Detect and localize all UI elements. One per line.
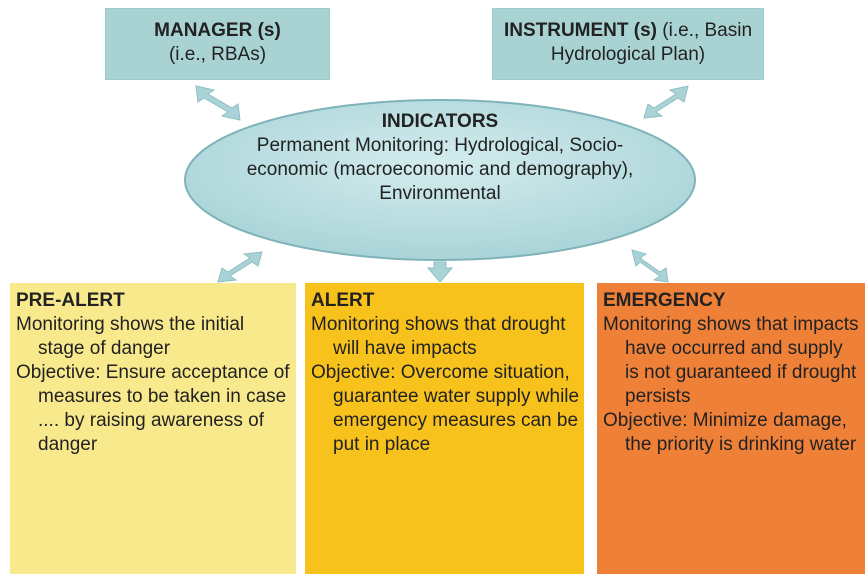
indicators-title: INDICATORS: [381, 111, 499, 132]
instrument-subtitle: (i.e., Basin Hydrological Plan): [550, 20, 753, 65]
arrow: [195, 85, 241, 121]
manager-box: MANAGER (s) (i.e., RBAs): [105, 8, 330, 80]
manager-title: MANAGER (s): [154, 20, 281, 41]
stage-box: PRE-ALERT Monitoring shows the initial st…: [10, 283, 296, 574]
stage-title: PRE-ALERT: [16, 290, 125, 311]
stage-item: Monitoring shows that drought will have …: [311, 314, 566, 359]
arrow: [643, 85, 689, 119]
stage-item: Objective: Ensure acceptance of measures…: [16, 362, 290, 455]
stage-item: Objective: Minimize damage, the priority…: [603, 410, 857, 455]
stage-item: Monitoring shows the initial stage of da…: [16, 314, 245, 359]
indicators-ellipse: [184, 99, 696, 261]
stage-box: EMERGENCY Monitoring shows that impacts h…: [597, 283, 865, 574]
manager-subtitle: (i.e., RBAs): [168, 44, 267, 65]
instrument-title: INSTRUMENT (s): [503, 20, 657, 41]
stage-item: Objective: Overcome situation, guarantee…: [311, 362, 580, 455]
stage-item: Monitoring shows that impacts have occur…: [603, 314, 859, 407]
arrow: [426, 261, 454, 283]
stage-title: EMERGENCY: [603, 290, 726, 311]
arrow: [631, 249, 669, 283]
stage-title: ALERT: [311, 290, 375, 311]
instrument-box: INSTRUMENT (s) (i.e., Basin Hydrological…: [492, 8, 764, 80]
stage-box: ALERT Monitoring shows that drought will …: [305, 283, 584, 574]
indicators-text: Permanent Monitoring: Hydrological, Soci…: [246, 135, 634, 204]
indicators: INDICATORS Permanent Monitoring: Hydrolo…: [185, 110, 695, 206]
arrow: [217, 251, 263, 283]
arrows: [195, 85, 689, 283]
